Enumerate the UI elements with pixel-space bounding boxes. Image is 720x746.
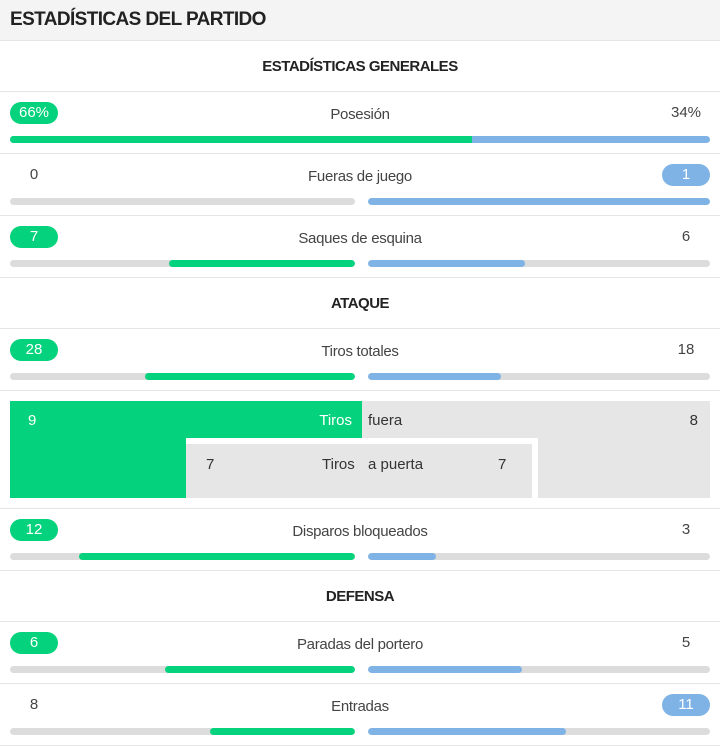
away-bar [368, 728, 710, 735]
possession-home-fill [10, 136, 472, 143]
away-value: 3 [681, 521, 691, 538]
shots-on-target-area [186, 444, 532, 498]
home-bar [10, 373, 355, 380]
stat-label: Paradas del portero [296, 636, 424, 653]
shots-on-label-right: a puerta [368, 456, 424, 473]
shots-breakdown: 9 Tiros fuera 8 7 Tiros a puerta 7 [10, 401, 710, 498]
home-value: 7 [10, 226, 58, 248]
stat-label: Fueras de juego [308, 168, 412, 185]
home-value: 8 [29, 696, 39, 713]
away-bar-fill [368, 260, 526, 267]
away-bar [368, 666, 710, 673]
shots-off-label-right: fuera [368, 412, 403, 429]
divider [0, 498, 720, 509]
home-value: 66% [10, 102, 58, 124]
home-bar-fill [168, 260, 355, 267]
home-bar [10, 728, 355, 735]
away-bar-fill [368, 373, 502, 380]
away-value: 6 [681, 228, 691, 245]
away-bar-fill [368, 728, 567, 735]
away-bar [368, 198, 710, 205]
stat-row-tackles: 8 Entradas 11 [0, 684, 720, 746]
stat-row-offsides: 0 Fueras de juego 1 [0, 154, 720, 216]
home-bar-fill [79, 553, 355, 560]
shots-off-home-value: 9 [28, 412, 37, 429]
away-value: 11 [662, 694, 710, 716]
shots-on-away-value: 7 [498, 456, 507, 473]
home-bar [10, 260, 355, 267]
home-bar [10, 666, 355, 673]
away-value: 34% [670, 104, 702, 121]
stat-row-saves: 6 Paradas del portero 5 [0, 622, 720, 684]
home-bar-fill [165, 666, 355, 673]
away-bar [368, 553, 710, 560]
stat-row-total-shots: 28 Tiros totales 18 [0, 329, 720, 391]
stat-label: Saques de esquina [298, 230, 422, 247]
away-bar-fill [368, 666, 522, 673]
stat-row-blocked-shots: 12 Disparos bloqueados 3 [0, 509, 720, 571]
home-value: 28 [10, 339, 58, 361]
section-title-defense: DEFENSA [0, 571, 720, 622]
away-bar [368, 373, 710, 380]
away-value: 18 [677, 341, 695, 358]
shots-off-away-value: 8 [689, 412, 698, 429]
page-title: ESTADÍSTICAS DEL PARTIDO [0, 0, 720, 41]
shots-on-label-left: Tiros [322, 456, 355, 473]
home-value: 0 [29, 166, 39, 183]
away-value: 1 [662, 164, 710, 186]
section-title-general: ESTADÍSTICAS GENERALES [0, 41, 720, 92]
stat-label: Posesión [330, 106, 390, 123]
section-title-attack: ATAQUE [0, 278, 720, 329]
stat-row-possession: 66% Posesión 34% [0, 92, 720, 154]
home-bar-fill [210, 728, 355, 735]
stat-label: Tiros totales [321, 343, 399, 360]
shots-on-target-box: 7 Tiros a puerta 7 [186, 438, 538, 498]
possession-bar [10, 136, 710, 143]
home-bar-fill [144, 373, 355, 380]
shots-off-label-left: Tiros [319, 412, 352, 429]
away-bar-fill [368, 553, 437, 560]
stat-label: Entradas [331, 698, 389, 715]
away-bar [368, 260, 710, 267]
home-value: 12 [10, 519, 58, 541]
away-bar-fill [368, 198, 710, 205]
shots-on-home-value: 7 [206, 456, 215, 473]
away-value: 5 [681, 634, 691, 651]
stat-label: Disparos bloqueados [292, 523, 428, 540]
home-bar [10, 553, 355, 560]
stat-row-corners: 7 Saques de esquina 6 [0, 216, 720, 278]
home-value: 6 [10, 632, 58, 654]
home-bar [10, 198, 355, 205]
